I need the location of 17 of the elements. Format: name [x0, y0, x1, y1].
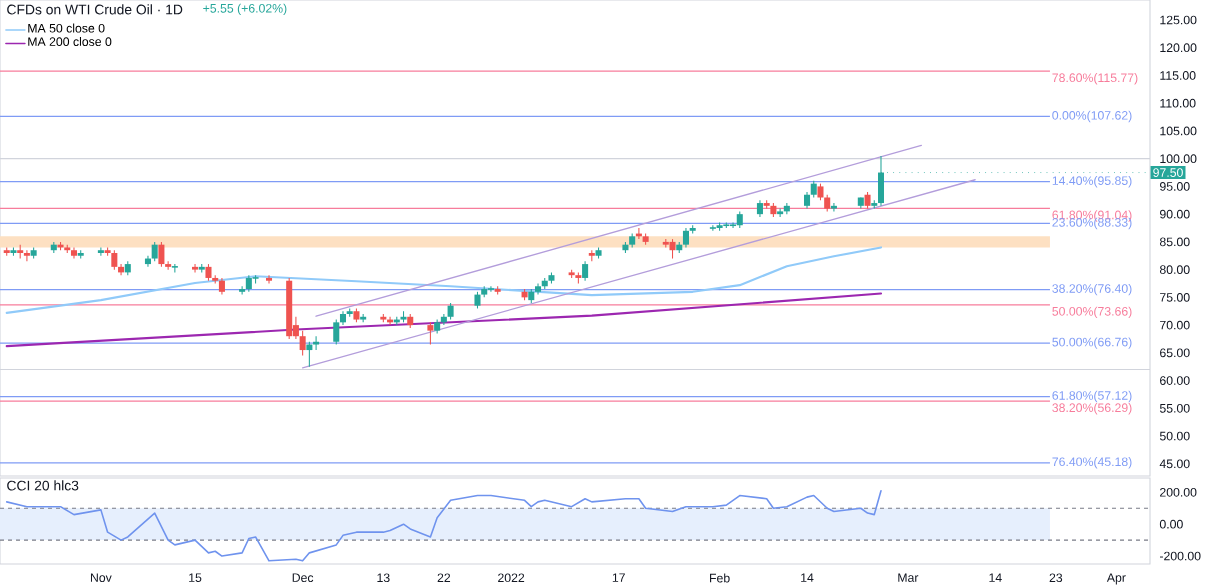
candlestick	[23, 249, 30, 262]
line-series	[5, 246, 883, 314]
candlestick	[487, 285, 495, 293]
candlestick	[427, 321, 434, 346]
candlestick	[333, 319, 340, 346]
candlestick	[534, 282, 542, 296]
candlestick	[70, 246, 78, 260]
line-series	[5, 489, 882, 562]
candlestick	[171, 263, 179, 273]
candlestick	[709, 224, 717, 232]
candlestick	[151, 241, 158, 262]
candlestick	[682, 227, 689, 248]
candlestick	[111, 249, 118, 271]
candlestick	[669, 238, 676, 260]
candlestick	[582, 260, 589, 282]
line-series	[5, 292, 883, 348]
candlestick	[158, 241, 165, 268]
